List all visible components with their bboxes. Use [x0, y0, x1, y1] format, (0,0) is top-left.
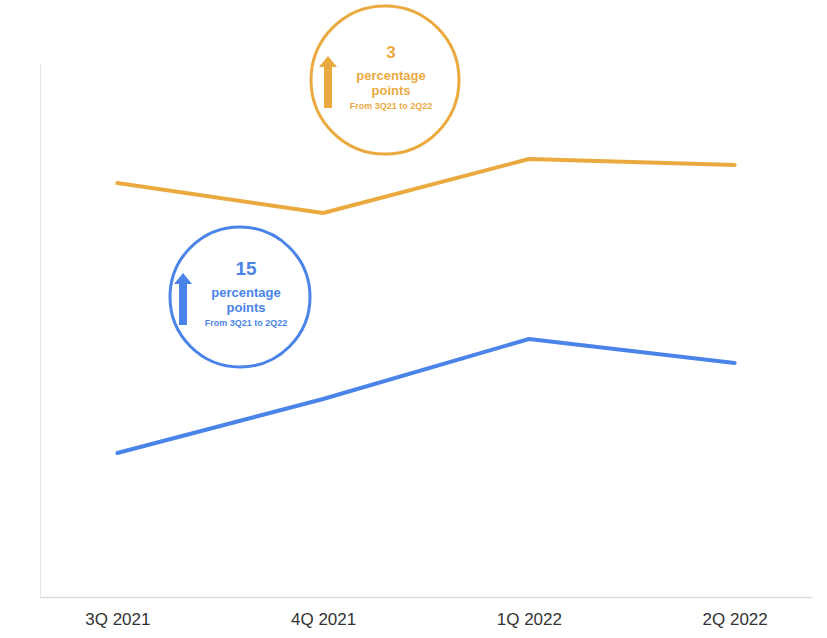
annotation-value: 3: [386, 43, 395, 62]
x-tick: 4Q 2021: [291, 597, 356, 629]
annotations: 3 percentagepoints From 3Q21 to 2Q22 15 perc…: [170, 6, 459, 367]
x-tick-label: 3Q 2021: [85, 610, 150, 629]
bubble-circle: [311, 6, 459, 154]
x-tick: 3Q 2021: [85, 597, 150, 629]
x-tick-label: 2Q 2022: [703, 610, 768, 629]
annotation-note: From 3Q21 to 2Q22: [205, 318, 288, 328]
annotation-bubble: 3 percentagepoints From 3Q21 to 2Q22: [311, 6, 459, 154]
up-arrow: [319, 56, 337, 108]
chart: 3Q 2021 4Q 2021 1Q 2022 2Q 2022 3 percentagep…: [0, 0, 827, 638]
x-axis: 3Q 2021 4Q 2021 1Q 2022 2Q 2022: [41, 597, 813, 629]
y-axis: [40, 64, 41, 598]
up-arrow: [174, 273, 192, 325]
x-tick: 2Q 2022: [703, 597, 768, 629]
bubble-circle: [170, 227, 310, 367]
annotation-value: 15: [235, 258, 257, 279]
y-axis-line: [40, 64, 41, 598]
x-tick: 1Q 2022: [497, 597, 562, 629]
annotation-bubble: 15 percentagepoints From 3Q21 to 2Q22: [170, 227, 310, 367]
x-axis-line: [41, 597, 813, 599]
x-tick-label: 4Q 2021: [291, 610, 356, 629]
lines: [117, 159, 734, 453]
series-line: [117, 159, 734, 213]
annotation-label: percentagepoints: [356, 68, 425, 98]
annotation-label: percentagepoints: [211, 285, 280, 315]
x-tick-label: 1Q 2022: [497, 610, 562, 629]
annotation-note: From 3Q21 to 2Q22: [350, 101, 433, 111]
